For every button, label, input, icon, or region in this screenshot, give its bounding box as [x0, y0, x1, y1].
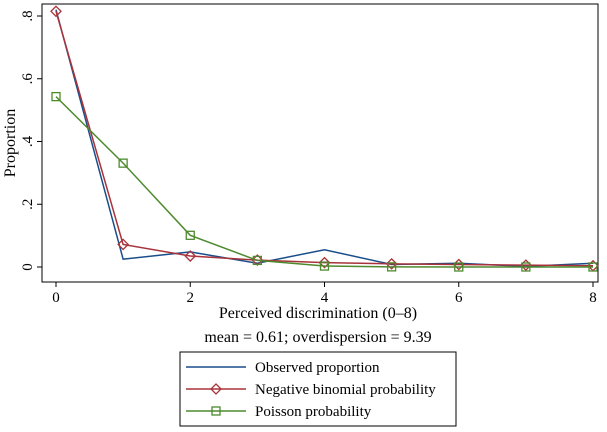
x-tick-label: 0 [52, 290, 60, 306]
series-layer [50, 5, 599, 272]
data-point [588, 262, 598, 272]
data-point [318, 256, 331, 269]
data-point [51, 91, 61, 102]
legend-entry: Poisson probability [186, 404, 372, 420]
data-point [50, 5, 62, 18]
legend-marker [211, 406, 221, 416]
data-point [252, 255, 263, 266]
legend: Observed proportion Negative binomial pro… [179, 351, 457, 427]
legend-label: Negative binomial probability [255, 382, 436, 398]
data-point [454, 262, 464, 272]
legend-label: Observed proportion [255, 360, 380, 376]
series-negative-binomial-probability [50, 5, 599, 272]
chart-note: mean = 0.61; overdispersion = 9.39 [204, 329, 431, 346]
x-axis-title: Perceived discrimination (0–8) [219, 305, 417, 322]
data-point [117, 238, 130, 251]
y-axis: 0 .2 .4 .6 .8 [20, 10, 42, 271]
series-poisson-probability [51, 91, 598, 272]
y-tick-label: .8 [20, 10, 36, 21]
legend-entry: Negative binomial probability [186, 382, 436, 398]
plot-frame [41, 3, 599, 283]
data-point [185, 230, 195, 240]
x-tick-label: 6 [455, 290, 463, 306]
series-observed-proportion [55, 9, 594, 268]
data-point [386, 262, 397, 272]
y-tick-label: .2 [20, 199, 36, 210]
series-line [55, 11, 594, 267]
data-point [319, 261, 330, 271]
data-point [118, 158, 128, 168]
data-point [521, 262, 531, 272]
x-tick-label: 2 [187, 290, 195, 306]
y-tick-label: .6 [20, 73, 36, 85]
x-tick-label: 8 [589, 290, 597, 306]
series-line [55, 96, 593, 268]
data-point [184, 250, 197, 262]
legend-marker [210, 383, 222, 395]
legend-label: Poisson probability [255, 404, 372, 420]
plot-border [41, 3, 599, 283]
legend-entry: Observed proportion [186, 360, 380, 376]
y-tick-label: .4 [20, 135, 36, 147]
data-point [385, 257, 398, 270]
x-axis: 0 2 4 6 8 [52, 282, 597, 306]
series-line [55, 9, 594, 268]
x-tick-label: 4 [321, 290, 329, 306]
y-tick-label: 0 [20, 263, 36, 271]
y-axis-title: Proportion [2, 109, 19, 177]
